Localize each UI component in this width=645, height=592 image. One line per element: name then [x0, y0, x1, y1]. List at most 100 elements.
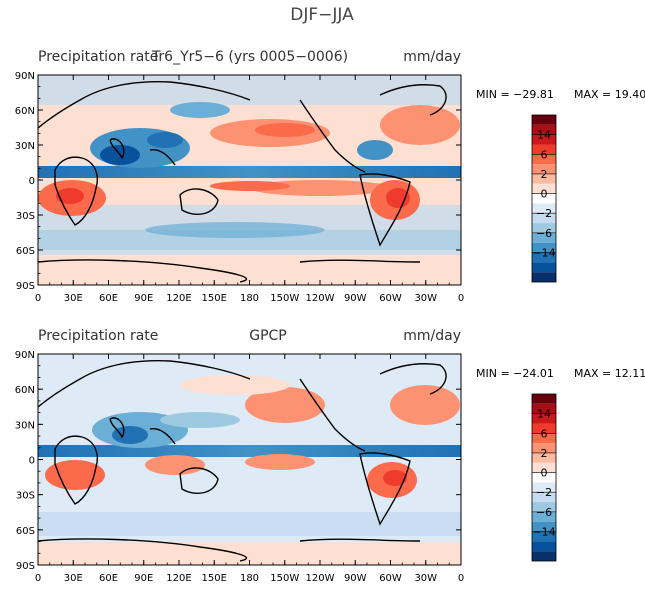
colorbar-swatch: [532, 213, 556, 224]
colorbar-swatch: [532, 144, 556, 155]
x-tick-label: 120W: [306, 573, 335, 584]
colorbar-swatch: [532, 551, 556, 561]
colorbar-swatch: [532, 413, 556, 424]
x-tick-label: 60E: [99, 573, 118, 584]
panel-center-title: GPCP: [249, 328, 287, 344]
x-tick-label: 90E: [134, 293, 153, 304]
colorbar-swatch: [532, 511, 556, 522]
coastlines: [38, 359, 447, 562]
x-tick-label: 150W: [270, 293, 299, 304]
x-tick-label: 150E: [202, 293, 227, 304]
colorbar-label: 14: [537, 129, 551, 142]
x-tick-label: 90W: [344, 293, 367, 304]
colorbar-label: 6: [541, 427, 548, 440]
y-tick-label: 60S: [16, 526, 35, 537]
panel-units: mm/day: [403, 49, 461, 65]
colorbar-frame: [531, 114, 557, 283]
colorbar-label: 6: [541, 148, 548, 161]
colorbar-label: −2: [536, 486, 552, 499]
x-tick-label: 180: [240, 293, 259, 304]
figure-title: DJF−JJA: [290, 5, 354, 25]
colorbar-swatch: [532, 443, 556, 453]
colorbar-swatch: [532, 472, 556, 483]
colorbar-swatch: [532, 403, 556, 414]
colorbar-label: −6: [536, 227, 552, 240]
x-tick-label: 120E: [166, 293, 191, 304]
x-tick-label: 0: [35, 573, 41, 584]
x-tick-label: 30E: [64, 573, 83, 584]
x-tick-label: 0: [458, 573, 464, 584]
x-tick-label: 90E: [134, 573, 153, 584]
y-tick-label: 90N: [15, 350, 35, 361]
y-axis: 90N 60N 30N 0 30S 60S 90S: [15, 71, 461, 292]
x-tick-label: 60W: [379, 573, 402, 584]
x-tick-label: 120E: [166, 573, 191, 584]
min-label: MIN = −29.81: [476, 88, 554, 101]
x-tick-label: 150W: [270, 573, 299, 584]
panel-observation: Precipitation rate GPCP mm/day: [15, 328, 645, 584]
precipitation-field: [38, 75, 461, 285]
min-label: MIN = −24.01: [476, 367, 554, 380]
colorbar: 14 6 2 0 −2 −6 −14: [531, 393, 557, 562]
colorbar-swatch: [532, 521, 556, 532]
y-tick-label: 30N: [15, 420, 35, 431]
x-tick-label: 90W: [344, 573, 367, 584]
panel-model: Precipitation rate Tr6_Yr5−6 (yrs 0005−0…: [15, 49, 645, 304]
colorbar-swatch: [532, 262, 556, 273]
colorbar-swatch: [532, 223, 556, 233]
colorbar-swatch: [532, 423, 556, 434]
colorbar-swatch: [532, 164, 556, 174]
colorbar-swatch: [532, 134, 556, 145]
coastlines: [38, 80, 447, 283]
colorbar-swatch: [532, 124, 556, 135]
colorbar-swatch: [532, 272, 556, 282]
colorbar-swatch: [532, 183, 556, 194]
x-tick-label: 120W: [306, 293, 335, 304]
x-tick-label: 30W: [414, 293, 437, 304]
x-tick-label: 60E: [99, 293, 118, 304]
colorbar-label: −2: [536, 207, 552, 220]
colorbar-swatch: [532, 433, 556, 444]
x-tick-label: 30W: [414, 573, 437, 584]
max-label: MAX = 12.11: [574, 367, 645, 380]
x-tick-label: 30E: [64, 293, 83, 304]
colorbar-label: 2: [541, 168, 548, 181]
panel-left-title: Precipitation rate: [38, 49, 158, 65]
y-tick-label: 0: [29, 456, 35, 467]
y-tick-label: 60N: [15, 106, 35, 117]
y-tick-label: 60N: [15, 385, 35, 396]
x-tick-label: 180: [240, 573, 259, 584]
y-tick-label: 90S: [16, 281, 35, 292]
colorbar: 14 6 2 0 −2 −6 −14: [531, 114, 557, 283]
colorbar-swatch: [532, 203, 556, 214]
panel-center-title: Tr6_Yr5−6 (yrs 0005−0006): [151, 49, 348, 65]
y-tick-label: 30N: [15, 141, 35, 152]
x-tick-label: 0: [35, 293, 41, 304]
x-tick-label: 0: [458, 293, 464, 304]
colorbar-frame: [531, 393, 557, 562]
colorbar-label: −14: [532, 247, 555, 260]
colorbar-label: −6: [536, 506, 552, 519]
max-label: MAX = 19.40: [574, 88, 645, 101]
y-tick-label: 30S: [16, 491, 35, 502]
x-tick-label: 150E: [202, 573, 227, 584]
x-axis: 0 30E 60E 90E 120E 150E 180 150W 120W 90W 60W 30W 0: [35, 354, 464, 584]
x-tick-label: 60W: [379, 293, 402, 304]
y-tick-label: 0: [29, 176, 35, 187]
colorbar-label: 2: [541, 447, 548, 460]
colorbar-swatch: [532, 173, 556, 184]
colorbar-swatch: [532, 242, 556, 253]
x-axis: 0 30E 60E 90E 120E 150E 180 150W 120W 90W 60W 30W 0: [35, 75, 464, 304]
colorbar-label: −14: [532, 526, 555, 539]
colorbar-swatch: [532, 154, 556, 165]
colorbar-swatch: [532, 394, 556, 404]
panel-left-title: Precipitation rate: [38, 328, 158, 344]
y-tick-label: 90S: [16, 561, 35, 572]
colorbar-swatch: [532, 502, 556, 512]
colorbar-swatch: [532, 115, 556, 125]
colorbar-swatch: [532, 531, 556, 542]
colorbar-swatch: [532, 482, 556, 493]
colorbar-label: 14: [537, 408, 551, 421]
y-axis: 90N 60N 30N 0 30S 60S 90S: [15, 350, 461, 572]
